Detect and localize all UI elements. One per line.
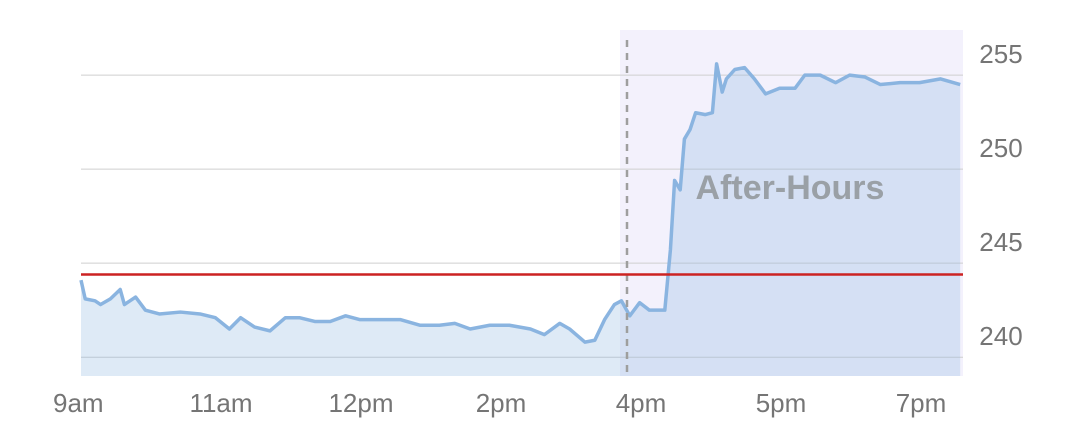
price-line [79, 62, 961, 344]
after-hours-label: After-Hours [696, 169, 885, 207]
y-tick-label: 240 [979, 321, 1022, 351]
x-tick-label: 2pm [476, 388, 527, 418]
x-tick-label: 9am [53, 388, 104, 418]
x-tick-label: 4pm [616, 388, 667, 418]
x-tick-label: 5pm [756, 388, 807, 418]
x-tick-label: 11am [189, 388, 252, 418]
x-tick-label: 12pm [328, 388, 393, 418]
y-tick-label: 250 [979, 133, 1022, 163]
y-tick-label: 255 [979, 39, 1022, 69]
y-tick-label: 245 [979, 227, 1022, 257]
x-tick-label: 7pm [896, 388, 947, 418]
area [81, 63, 961, 376]
